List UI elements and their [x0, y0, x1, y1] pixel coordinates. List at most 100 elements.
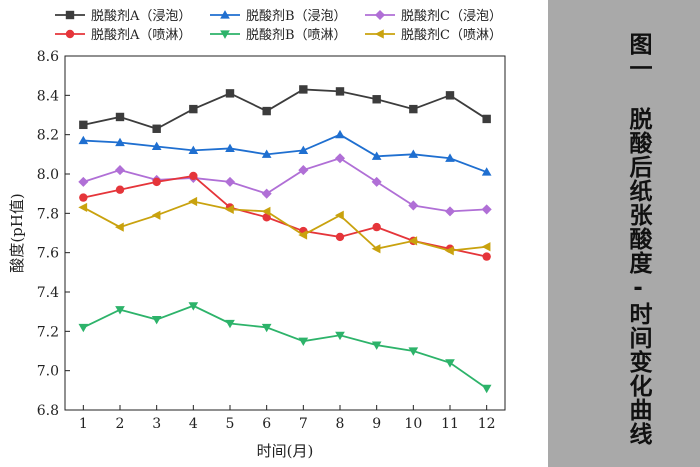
- data-point: [262, 213, 271, 222]
- legend-label: 脱酸剂A（喷淋）: [91, 28, 191, 43]
- legend-marker: [220, 30, 230, 39]
- legend-marker: [374, 29, 384, 39]
- data-point: [335, 232, 345, 242]
- axis-ticks: 1 2 3 4 5 6 7 8 9 10 11 126.87.07.27.47.67.88.08.28…: [37, 49, 496, 432]
- series-line: [83, 88, 488, 130]
- series-5: [78, 302, 492, 394]
- legend-marker: [65, 10, 75, 20]
- data-point: [225, 143, 235, 153]
- chart: 脱酸剂A（浸泡） 脱酸剂B（浸泡） 脱酸剂C（浸泡） 脱酸剂A（喷淋） 脱酸剂B（喷淋）…: [8, 9, 506, 460]
- data-point: [482, 114, 491, 124]
- data-point: [481, 384, 492, 394]
- y-tick-label: 7.8: [37, 206, 59, 222]
- x-tick-label: 5: [226, 416, 235, 432]
- legend-item: 脱酸剂A（浸泡）: [55, 9, 191, 24]
- data-point: [299, 85, 308, 94]
- data-point: [372, 95, 381, 104]
- caption-sidebar: 图一 脱酸后纸张酸度-时间变化曲线: [548, 0, 700, 467]
- data-point: [79, 120, 88, 130]
- x-tick-label: 11: [441, 416, 459, 432]
- data-point: [408, 236, 418, 246]
- y-tick-label: 8.2: [37, 128, 59, 144]
- legend-label: 脱酸剂A（浸泡）: [91, 9, 191, 24]
- data-point: [481, 167, 492, 176]
- data-point: [115, 112, 125, 122]
- legend-item: 脱酸剂B（浸泡）: [210, 9, 347, 24]
- data-point: [481, 204, 492, 215]
- data-point: [371, 151, 382, 160]
- x-tick-label: 8: [336, 416, 345, 432]
- x-tick-label: 12: [478, 416, 496, 432]
- y-tick-label: 7.4: [37, 285, 59, 301]
- data-point: [225, 89, 235, 98]
- data-point: [78, 176, 89, 187]
- data-point: [115, 137, 125, 147]
- x-tick-label: 7: [299, 416, 308, 432]
- data-point: [335, 129, 345, 139]
- legend-item: 脱酸剂C（浸泡）: [365, 9, 502, 24]
- data-point: [298, 230, 308, 240]
- y-tick-label: 7.6: [37, 246, 59, 262]
- data-point: [261, 206, 271, 216]
- data-point: [444, 206, 456, 217]
- x-tick-label: 1: [79, 416, 88, 432]
- data-point: [188, 145, 199, 154]
- data-point: [371, 244, 381, 254]
- data-point: [408, 347, 419, 356]
- data-point: [115, 185, 125, 194]
- data-point: [335, 87, 345, 96]
- x-tick-label: 4: [189, 416, 198, 432]
- series-1: [79, 85, 491, 133]
- data-point: [152, 177, 161, 187]
- data-point: [408, 200, 419, 211]
- series-4: [79, 171, 491, 261]
- legend-item: 脱酸剂C（喷淋）: [365, 28, 502, 43]
- data-point: [224, 176, 236, 187]
- data-point: [79, 193, 88, 202]
- data-point: [78, 202, 88, 213]
- data-point: [445, 359, 455, 368]
- data-point: [371, 176, 382, 187]
- y-tick-label: 8.0: [37, 167, 59, 183]
- data-point: [371, 341, 382, 350]
- data-point: [409, 104, 418, 114]
- data-point: [151, 315, 162, 325]
- data-point: [114, 222, 124, 232]
- series-6: [78, 196, 491, 256]
- data-point: [482, 252, 491, 261]
- figure-caption: 图一 脱酸后纸张酸度-时间变化曲线: [625, 32, 651, 446]
- data-point: [334, 153, 346, 164]
- data-point: [335, 331, 345, 341]
- series-2: [78, 129, 492, 176]
- data-point: [151, 141, 162, 151]
- series-line: [82, 200, 487, 252]
- y-tick-label: 8.6: [37, 49, 59, 65]
- data-point: [188, 302, 199, 311]
- data-point: [261, 188, 272, 199]
- legend-label: 脱酸剂B（喷淋）: [246, 28, 347, 43]
- legend-marker: [374, 9, 386, 21]
- data-point: [78, 323, 89, 333]
- y-tick-label: 7.0: [37, 364, 59, 380]
- x-tick-label: 10: [404, 416, 422, 432]
- series-layer: [78, 85, 492, 394]
- data-point: [262, 106, 271, 116]
- data-point: [114, 165, 126, 176]
- data-point: [334, 210, 344, 220]
- plot-area: [64, 55, 506, 411]
- series-line: [83, 157, 487, 213]
- y-tick-label: 6.8: [37, 403, 59, 419]
- data-point: [445, 91, 455, 100]
- data-point: [152, 124, 161, 133]
- legend-marker: [220, 10, 230, 19]
- data-point: [298, 337, 309, 346]
- data-point: [189, 171, 198, 181]
- data-point: [115, 306, 125, 315]
- data-point: [151, 210, 161, 220]
- legend-marker: [65, 29, 75, 39]
- data-point: [481, 242, 491, 252]
- legend-label: 脱酸剂C（喷淋）: [401, 28, 502, 43]
- legend-label: 脱酸剂B（浸泡）: [246, 9, 347, 24]
- legend-item: 脱酸剂B（喷淋）: [210, 28, 347, 43]
- data-point: [298, 145, 309, 154]
